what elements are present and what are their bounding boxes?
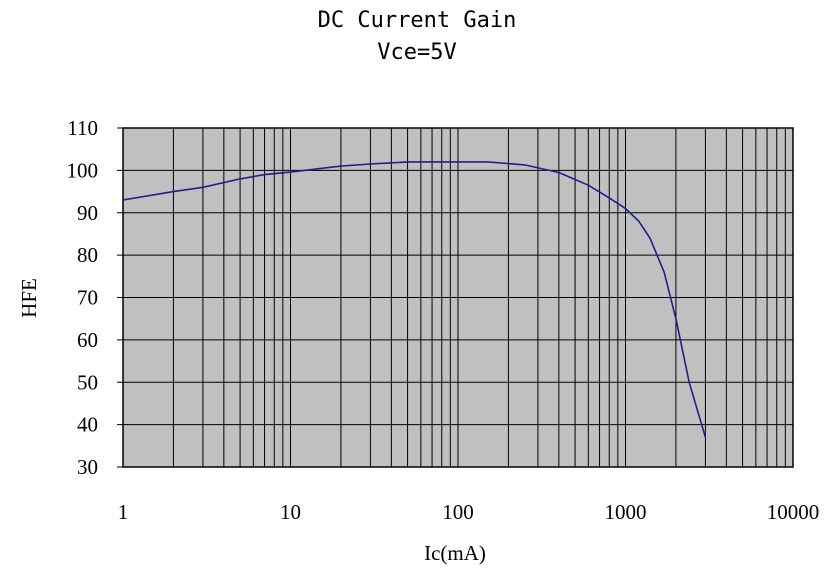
x-tick-label: 10 (280, 500, 301, 524)
chart-title: DC Current Gain (317, 8, 517, 33)
x-tick-label: 100 (442, 500, 474, 524)
x-tick-label: 1 (118, 500, 129, 524)
y-tick-label: 40 (77, 413, 98, 437)
chart-subtitle: Vce=5V (377, 40, 457, 65)
y-tick-label: 100 (67, 158, 99, 182)
y-tick-label: 110 (67, 116, 98, 140)
series-line (122, 161, 707, 438)
y-tick-label: 80 (77, 243, 98, 267)
y-tick-label: 70 (77, 286, 98, 310)
y-tick-label: 90 (77, 201, 98, 225)
x-tick-label: 1000 (605, 500, 647, 524)
x-tick-label: 10000 (767, 500, 820, 524)
x-tick-labels: 1 10 100 1000 10000 (118, 500, 820, 524)
y-axis-label: HFE (17, 278, 41, 318)
y-tick-label: 30 (77, 455, 98, 479)
y-tick-label: 60 (77, 328, 98, 352)
x-axis-label: Ic(mA) (424, 541, 486, 565)
y-tick-label: 50 (77, 370, 98, 394)
grid (123, 128, 793, 467)
y-tick-labels: 110 100 90 80 70 60 50 40 30 (67, 116, 123, 479)
